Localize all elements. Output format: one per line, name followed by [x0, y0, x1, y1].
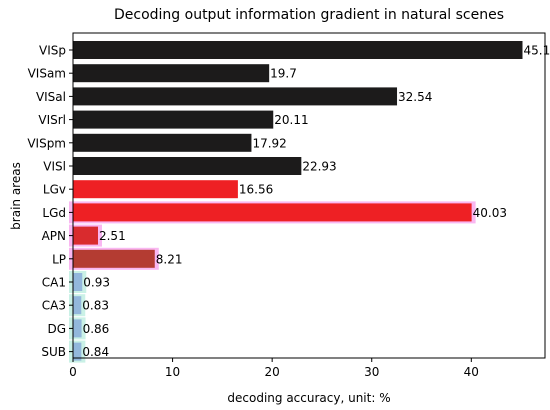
bar-dg	[73, 319, 82, 338]
bar-sub	[73, 342, 82, 361]
bar-visl	[73, 157, 302, 175]
value-label-lgd: 40.03	[473, 206, 507, 220]
value-label-visl: 22.93	[302, 160, 336, 174]
value-label-visam: 19.7	[270, 67, 297, 81]
chart-title: Decoding output information gradient in …	[114, 7, 504, 23]
x-tick-label-10: 10	[165, 365, 180, 379]
y-tick-label-visl: VISl	[43, 160, 66, 174]
y-tick-label-dg: DG	[47, 322, 66, 336]
y-axis-ticks: VISp VISam VISal VISrl VISpm VISl LGv LGd APN LP C…	[27, 44, 73, 359]
y-tick-label-visrl: VISrl	[38, 113, 66, 127]
bar-visrl	[73, 110, 274, 129]
value-label-visal: 32.54	[398, 90, 432, 104]
x-axis-ticks: 0 10 20 30 40	[69, 358, 479, 379]
x-axis-label: decoding accuracy, unit: %	[227, 391, 390, 405]
value-label-lp: 8.21	[156, 252, 183, 266]
x-tick-label-40: 40	[464, 365, 479, 379]
value-label-ca1: 0.93	[83, 276, 110, 290]
value-label-sub: 0.84	[82, 345, 109, 359]
bar-ca1	[73, 273, 83, 291]
value-label-ca3: 0.83	[82, 299, 109, 313]
y-tick-label-visam: VISam	[28, 67, 66, 81]
bar-apn	[73, 226, 98, 245]
value-label-visp: 45.14	[523, 44, 550, 58]
value-label-dg: 0.86	[83, 322, 110, 336]
bar-visp	[73, 41, 523, 59]
value-label-visrl: 20.11	[274, 113, 308, 127]
y-axis-label: brain areas	[9, 162, 23, 230]
bar-ca3	[73, 296, 82, 315]
y-tick-label-lgv: LGv	[43, 183, 66, 197]
bar-visam	[73, 64, 270, 83]
x-tick-label-0: 0	[69, 365, 77, 379]
y-tick-label-ca1: CA1	[42, 276, 66, 290]
value-label-lgv: 16.56	[239, 183, 273, 197]
bar-visal	[73, 87, 398, 106]
y-tick-label-vispm: VISpm	[27, 136, 66, 150]
bars-group	[69, 41, 523, 363]
y-tick-label-ca3: CA3	[42, 299, 66, 313]
x-tick-label-30: 30	[364, 365, 379, 379]
y-tick-label-lgd: LGd	[42, 206, 66, 220]
y-tick-label-visal: VISal	[36, 90, 66, 104]
y-tick-label-apn: APN	[42, 229, 66, 243]
value-label-apn: 2.51	[99, 229, 126, 243]
bar-lp	[73, 249, 155, 268]
value-labels-group: 45.14 19.7 32.54 20.11 17.92 22.93 16.56 40.03 2…	[82, 44, 550, 360]
x-tick-label-20: 20	[265, 365, 280, 379]
y-tick-label-sub: SUB	[41, 345, 66, 359]
plot-frame	[72, 32, 546, 359]
value-label-vispm: 17.92	[252, 136, 286, 150]
y-tick-label-visp: VISp	[39, 44, 66, 58]
bar-vispm	[73, 133, 252, 152]
bar-lgv	[73, 180, 238, 199]
bar-lgd	[73, 203, 472, 222]
y-tick-label-lp: LP	[52, 252, 66, 266]
